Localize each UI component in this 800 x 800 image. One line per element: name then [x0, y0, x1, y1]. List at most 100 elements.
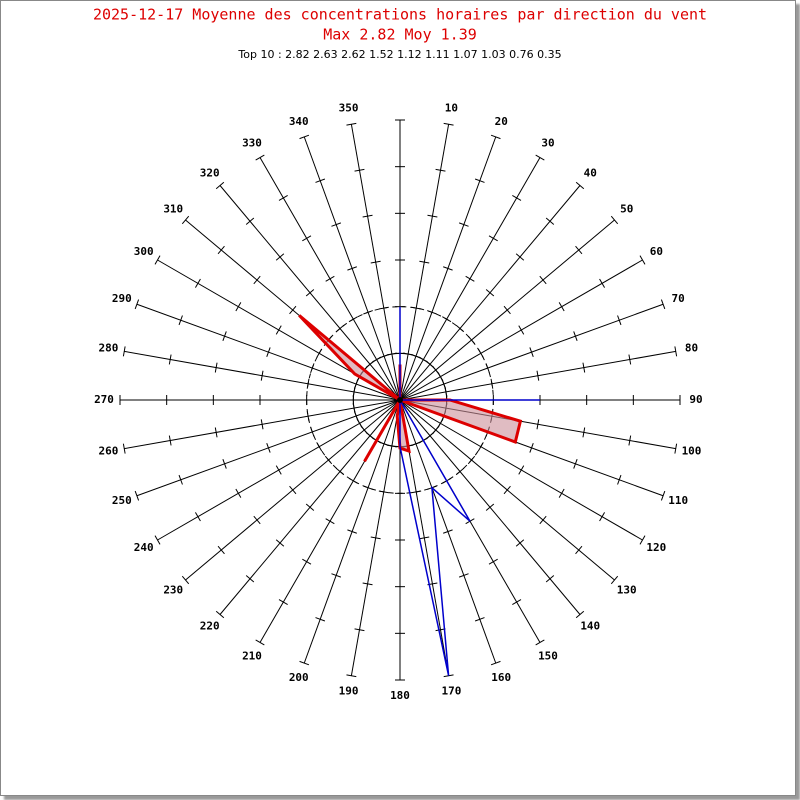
radial-tick	[617, 315, 622, 326]
radial-tick	[490, 134, 501, 140]
radial-tick	[503, 305, 511, 315]
radial-tick	[235, 488, 242, 498]
radial-tick	[467, 335, 476, 345]
radial-tick	[306, 378, 310, 389]
radial-tick	[305, 503, 315, 511]
radial-tick	[674, 443, 678, 454]
radial-tick	[214, 362, 218, 373]
radial-tick	[289, 485, 297, 495]
radial-tick	[485, 289, 495, 297]
radial-tick	[435, 168, 446, 172]
direction-label: 100	[682, 444, 702, 457]
radial-tick	[599, 278, 606, 288]
radial-tick	[335, 324, 345, 333]
radial-tick	[315, 617, 326, 622]
radial-tick	[535, 154, 545, 161]
direction-label: 220	[200, 620, 220, 633]
radial-tick	[427, 214, 438, 218]
radial-tick	[411, 490, 422, 494]
radial-tick	[354, 168, 365, 172]
direction-label: 110	[668, 494, 688, 507]
direction-label: 270	[94, 393, 114, 406]
direction-label: 160	[491, 671, 511, 684]
radial-tick	[331, 573, 342, 578]
radial-tick	[154, 255, 161, 265]
radial-tick	[442, 316, 452, 323]
radial-tick	[419, 536, 430, 540]
radial-tick	[674, 346, 678, 357]
radial-tick	[215, 181, 225, 190]
radial-tick	[575, 610, 585, 619]
radial-tick	[503, 485, 511, 495]
direction-label: 60	[650, 245, 663, 258]
radial-tick	[348, 477, 358, 484]
radial-tick	[260, 419, 264, 430]
direction-label: 350	[339, 101, 359, 114]
radial-tick	[310, 363, 315, 373]
radial-tick	[411, 306, 422, 310]
radial-tick	[316, 442, 323, 452]
direction-label: 280	[99, 342, 119, 355]
direction-label: 50	[620, 203, 633, 216]
radial-tick	[535, 639, 545, 646]
radial-tick	[660, 490, 666, 501]
radial-tick	[325, 275, 335, 282]
radial-tick	[539, 275, 547, 285]
radial-tick	[347, 529, 357, 534]
radial-tick	[363, 310, 373, 315]
radial-tick	[122, 443, 126, 454]
series-polygon	[398, 306, 540, 676]
radial-tick	[515, 539, 525, 547]
radial-tick	[443, 674, 454, 678]
radial-tick	[465, 275, 475, 282]
radial-tick	[325, 518, 335, 525]
radial-tick	[518, 465, 525, 475]
radial-tick	[639, 255, 646, 265]
radial-tick	[490, 378, 494, 389]
radial-tick	[316, 348, 323, 358]
radial-tick	[335, 467, 345, 476]
radial-tick	[458, 222, 469, 227]
direction-label: 210	[242, 649, 262, 662]
radial-tick	[599, 512, 606, 522]
radial-tick	[419, 260, 430, 264]
direction-label: 300	[134, 245, 154, 258]
radial-tick	[181, 575, 190, 585]
radial-tick	[235, 302, 242, 312]
radial-tick	[610, 575, 619, 585]
radial-tick	[515, 253, 525, 261]
radial-tick	[347, 266, 357, 271]
radial-tick	[660, 299, 666, 310]
radial-tick	[245, 217, 255, 225]
radial-tick	[518, 325, 525, 335]
radial-tick	[477, 348, 484, 358]
radial-tick	[299, 660, 310, 666]
radial-tick	[617, 474, 622, 485]
radial-tick	[443, 529, 453, 534]
radial-tick	[134, 490, 140, 501]
radial-tick	[558, 488, 565, 498]
radial-tick	[575, 545, 583, 555]
radial-tick	[306, 411, 310, 422]
direction-label: 200	[289, 671, 309, 684]
direction-label: 40	[584, 166, 597, 179]
radial-tick	[245, 575, 255, 583]
radial-tick	[278, 599, 288, 606]
radial-tick	[536, 370, 540, 381]
radial-tick	[222, 458, 227, 469]
radial-tick	[253, 275, 261, 285]
radial-tick	[443, 266, 453, 271]
radial-tick	[275, 253, 285, 261]
radial-tick	[512, 194, 522, 201]
radial-tick	[178, 315, 183, 326]
direction-label: 190	[339, 685, 359, 698]
radial-tick	[194, 512, 201, 522]
radial-tick	[181, 215, 190, 225]
radial-tick	[315, 178, 326, 183]
radial-tick	[573, 331, 578, 342]
radial-tick	[217, 545, 225, 555]
direction-label: 310	[163, 203, 183, 216]
series-polygon	[298, 314, 523, 463]
direction-label: 290	[112, 292, 132, 305]
radial-tick	[154, 535, 161, 545]
